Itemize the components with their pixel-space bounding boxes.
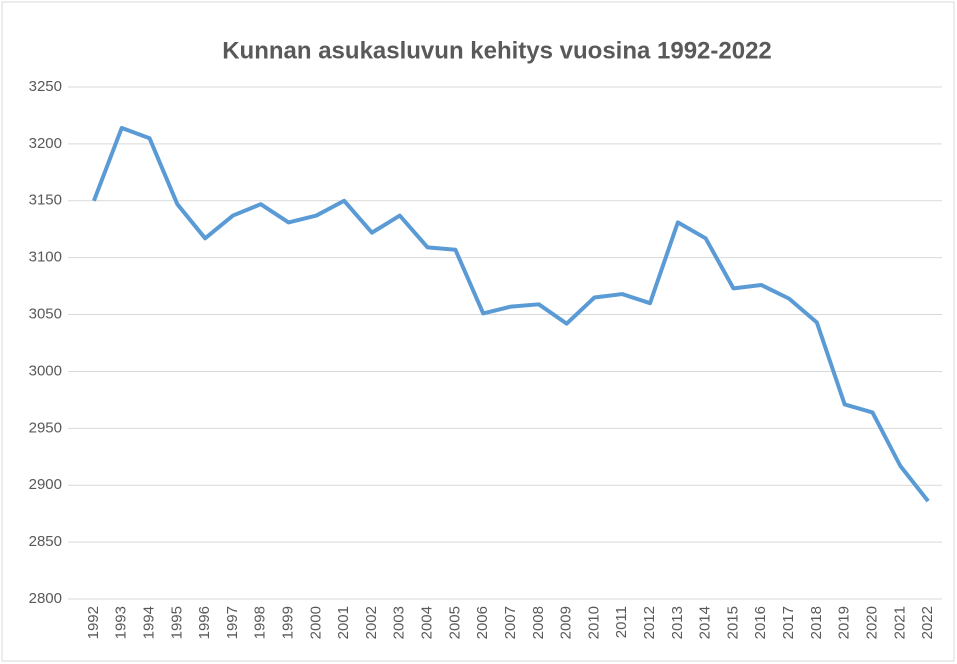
x-tick-label: 2009 [558,606,575,639]
x-tick-label: 1995 [168,606,185,639]
x-tick-label: 2014 [697,606,714,639]
x-tick-label: 1993 [113,606,130,639]
y-tick-label: 3150 [29,192,62,209]
y-tick-label: 3000 [29,362,62,379]
x-tick-label: 2000 [307,606,324,639]
y-tick-label: 3050 [29,306,62,323]
x-tick-label: 2020 [863,606,880,639]
y-tick-label: 2800 [29,590,62,607]
y-tick-label: 2950 [29,419,62,436]
x-tick-label: 2015 [724,606,741,639]
x-tick-label: 2021 [891,606,908,639]
chart-title: Kunnan asukasluvun kehitys vuosina 1992-… [222,37,772,64]
x-tick-label: 2013 [669,606,686,639]
x-tick-label: 2008 [530,606,547,639]
x-tick-label: 2012 [641,606,658,639]
x-tick-label: 2022 [919,606,936,639]
x-tick-label: 1999 [280,606,297,639]
x-tick-label: 2006 [474,606,491,639]
y-tick-label: 3100 [29,249,62,266]
x-tick-label: 2010 [585,606,602,639]
x-tick-label: 1994 [140,606,157,639]
x-tick-label: 2002 [363,606,380,639]
x-tick-label: 2001 [335,606,352,639]
x-tick-label: 2007 [502,606,519,639]
y-tick-label: 3250 [29,78,62,95]
y-tick-label: 2850 [29,533,62,550]
x-tick-label: 1997 [224,606,241,639]
x-tick-label: 2017 [780,606,797,639]
x-tick-label: 2004 [419,606,436,639]
y-tick-label: 3200 [29,135,62,152]
x-tick-label: 2019 [836,606,853,639]
x-tick-label: 2005 [446,606,463,639]
x-tick-label: 2016 [752,606,769,639]
x-tick-label: 2003 [391,606,408,639]
x-tick-label: 1996 [196,606,213,639]
x-tick-label: 1998 [252,606,269,639]
y-tick-label: 2900 [29,476,62,493]
data-line [92,125,930,503]
x-tick-label: 2018 [808,606,825,639]
x-tick-label: 1992 [85,606,102,639]
x-tick-label: 2011 [613,606,630,638]
